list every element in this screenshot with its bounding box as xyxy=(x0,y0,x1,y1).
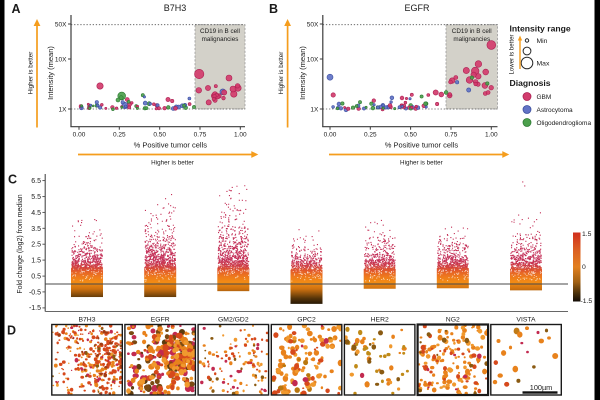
svg-text:0.25: 0.25 xyxy=(364,132,377,139)
svg-text:Higher is better: Higher is better xyxy=(400,160,443,167)
svg-text:Higher is better: Higher is better xyxy=(151,160,194,167)
svg-text:CD19 in B cell: CD19 in B cell xyxy=(452,28,492,35)
svg-text:1.5: 1.5 xyxy=(31,258,41,265)
svg-text:Intensity (mean): Intensity (mean) xyxy=(298,46,307,100)
svg-text:0.75: 0.75 xyxy=(445,132,458,139)
svg-text:% Positive tumor cells: % Positive tumor cells xyxy=(385,141,459,150)
svg-text:B: B xyxy=(269,2,278,16)
svg-text:Fold change (log2) from median: Fold change (log2) from median xyxy=(17,194,24,293)
svg-text:1X: 1X xyxy=(310,106,319,113)
svg-text:2.5: 2.5 xyxy=(31,242,41,249)
svg-text:HER2: HER2 xyxy=(371,317,389,324)
svg-text:Astrocytoma: Astrocytoma xyxy=(537,107,574,114)
svg-text:0.00: 0.00 xyxy=(73,132,86,139)
svg-text:0.50: 0.50 xyxy=(153,132,166,139)
svg-text:1.00: 1.00 xyxy=(485,132,498,139)
svg-text:0.75: 0.75 xyxy=(194,132,207,139)
svg-text:5.5: 5.5 xyxy=(31,194,41,201)
svg-text:B7H3: B7H3 xyxy=(78,317,95,324)
svg-text:malignancies: malignancies xyxy=(202,36,239,43)
svg-text:0.00: 0.00 xyxy=(324,132,337,139)
svg-text:0.25: 0.25 xyxy=(113,132,126,139)
svg-text:NG2: NG2 xyxy=(446,317,460,324)
svg-text:4.5: 4.5 xyxy=(31,210,41,217)
svg-text:Diagnosis: Diagnosis xyxy=(510,78,551,88)
svg-text:C: C xyxy=(8,173,17,187)
svg-text:50X: 50X xyxy=(55,21,67,28)
svg-text:CD19 in B cell: CD19 in B cell xyxy=(200,28,240,35)
svg-text:-1.5: -1.5 xyxy=(581,298,593,305)
svg-text:Intensity range: Intensity range xyxy=(510,24,571,34)
svg-text:GPC2: GPC2 xyxy=(297,317,316,324)
svg-text:Max: Max xyxy=(537,60,550,67)
svg-text:100µm: 100µm xyxy=(530,383,552,392)
svg-text:6.5: 6.5 xyxy=(31,178,41,185)
svg-text:Min: Min xyxy=(537,38,548,45)
svg-text:D: D xyxy=(7,324,16,338)
svg-text:-0.5: -0.5 xyxy=(29,289,41,296)
svg-text:Lower is better: Lower is better xyxy=(509,35,516,75)
svg-text:Higher is better: Higher is better xyxy=(28,52,35,95)
svg-text:A: A xyxy=(12,2,21,16)
svg-text:% Positive tumor cells: % Positive tumor cells xyxy=(134,141,208,150)
svg-text:1.00: 1.00 xyxy=(234,132,247,139)
svg-text:EGFR: EGFR xyxy=(151,317,170,324)
svg-text:Intensity (mean): Intensity (mean) xyxy=(46,46,55,100)
svg-text:0.50: 0.50 xyxy=(404,132,417,139)
svg-text:GM2/GD2: GM2/GD2 xyxy=(218,317,249,324)
svg-text:B7H3: B7H3 xyxy=(164,3,187,13)
svg-text:GBM: GBM xyxy=(537,94,552,101)
svg-text:3.5: 3.5 xyxy=(31,226,41,233)
svg-text:Oligodendroglioma: Oligodendroglioma xyxy=(537,120,592,127)
svg-text:10X: 10X xyxy=(307,56,319,63)
svg-text:1X: 1X xyxy=(59,106,68,113)
svg-text:VISTA: VISTA xyxy=(516,317,536,324)
svg-text:0.5: 0.5 xyxy=(31,273,41,280)
svg-text:10X: 10X xyxy=(55,56,67,63)
svg-text:50X: 50X xyxy=(307,21,319,28)
svg-text:Higher is better: Higher is better xyxy=(278,52,285,95)
svg-text:malignancies: malignancies xyxy=(453,36,490,43)
svg-text:-1.5: -1.5 xyxy=(29,305,41,312)
svg-text:0: 0 xyxy=(582,264,586,271)
svg-text:EGFR: EGFR xyxy=(404,3,430,13)
svg-text:1.5: 1.5 xyxy=(582,231,592,238)
